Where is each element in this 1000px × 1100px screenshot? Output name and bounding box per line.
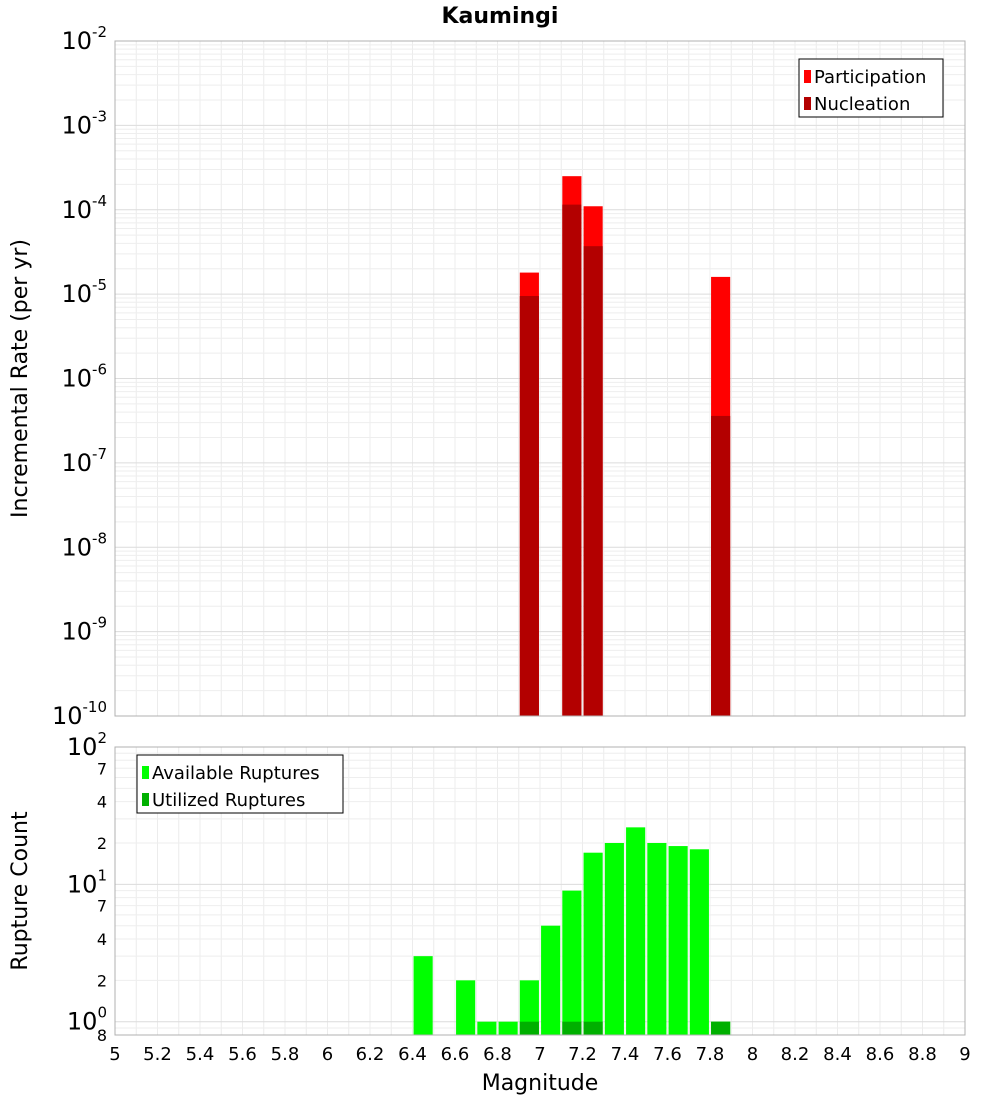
- x-tick-label: 9: [959, 1044, 970, 1065]
- y-tick-label: 2: [97, 834, 107, 853]
- x-tick-label: 6.8: [483, 1044, 512, 1065]
- y-gridlines: [115, 746, 965, 1036]
- chart-title: Kaumingi: [442, 4, 559, 29]
- x-tick-label: 5.6: [228, 1044, 257, 1065]
- legend: Available Ruptures Utilized Ruptures: [136, 754, 344, 814]
- bar: [689, 849, 709, 1035]
- x-tick-label: 7.6: [653, 1044, 682, 1065]
- x-tick-label: 6.4: [398, 1044, 427, 1065]
- y-tick-label: 7: [97, 759, 107, 778]
- y-tick-labels: 10-2 10-3 10-4 10-5 10-6 10-7 10-8 10-9 10-10: [52, 23, 107, 730]
- y-tick-label: 10-7: [61, 445, 107, 477]
- x-tick-labels: 5 5.2 5.4 5.6 5.8 6 6.2 6.4 6.6 6.8 7 7.2 7.4 7.6 7.8 8…: [109, 1044, 970, 1065]
- x-tick-label: 8.8: [908, 1044, 937, 1065]
- bar: [626, 827, 646, 1035]
- y-tick-label: 10-6: [61, 361, 107, 393]
- bar: [583, 246, 603, 716]
- y-tick-label: 10-5: [61, 276, 107, 308]
- legend-label: Available Ruptures: [152, 763, 320, 784]
- x-tick-label: 6.2: [356, 1044, 385, 1065]
- y-tick-label: 100: [67, 1004, 107, 1036]
- y-tick-label: 10-4: [61, 192, 107, 224]
- x-tick-label: 8.6: [866, 1044, 895, 1065]
- bar: [456, 980, 476, 1035]
- y-tick-label: 101: [67, 866, 107, 898]
- plot-frame: [114, 746, 966, 1036]
- y-tick-label: 7: [97, 897, 107, 916]
- x-tick-label: 7.4: [611, 1044, 640, 1065]
- series-available-ruptures: [413, 827, 731, 1035]
- legend-label: Nucleation: [814, 94, 910, 115]
- bar: [604, 843, 624, 1035]
- x-tick-label: 7.8: [696, 1044, 725, 1065]
- x-tick-label: 5.4: [186, 1044, 215, 1065]
- y-tick-label: 4: [97, 930, 107, 949]
- bar: [562, 890, 582, 1035]
- y-tick-label: 10-2: [61, 23, 107, 55]
- series-nucleation: [519, 204, 731, 717]
- bar: [519, 1021, 539, 1035]
- x-axis-title: Magnitude: [482, 1071, 599, 1096]
- bar: [413, 956, 433, 1035]
- bar: [562, 204, 582, 717]
- y-tick-label: 10-8: [61, 529, 107, 561]
- bar: [562, 1021, 582, 1035]
- y-tick-label: 102: [67, 729, 107, 761]
- x-tick-label: 8: [747, 1044, 758, 1065]
- legend-label: Utilized Ruptures: [152, 790, 305, 811]
- bar: [541, 925, 561, 1035]
- legend-box: [136, 754, 344, 814]
- y-tick-label: 10-10: [52, 698, 107, 730]
- x-tick-label: 7: [534, 1044, 545, 1065]
- bar: [583, 852, 603, 1035]
- legend-label: Participation: [814, 67, 926, 88]
- x-tick-label: 5: [109, 1044, 120, 1065]
- legend-box: [798, 58, 944, 118]
- rate-panel: 10-2 10-3 10-4 10-5 10-6 10-7 10-8 10-9 10-10 Inc…: [8, 23, 966, 730]
- bar: [647, 843, 667, 1035]
- y-axis-title: Incremental Rate (per yr): [8, 239, 33, 518]
- bar: [498, 1021, 518, 1035]
- bar: [711, 415, 731, 716]
- x-tick-label: 8.4: [823, 1044, 852, 1065]
- y-tick-label: 4: [97, 793, 107, 812]
- x-tick-label: 6.6: [441, 1044, 470, 1065]
- legend-swatch: [804, 97, 811, 110]
- x-tick-label: 5.2: [143, 1044, 172, 1065]
- x-tick-label: 7.2: [568, 1044, 597, 1065]
- bar: [583, 1021, 603, 1035]
- legend-swatch: [804, 70, 811, 83]
- legend: Participation Nucleation: [798, 58, 944, 118]
- legend-swatch: [142, 793, 149, 806]
- y-tick-label: 10-3: [61, 107, 107, 139]
- y-axis-title: Rupture Count: [8, 811, 33, 971]
- x-tick-label: 8.2: [781, 1044, 810, 1065]
- y-tick-label: 10-9: [61, 614, 107, 646]
- bar: [711, 1021, 731, 1035]
- bar: [519, 980, 539, 1035]
- y-tick-label: 8: [97, 1026, 107, 1045]
- y-tick-label: 2: [97, 971, 107, 990]
- series-utilized-ruptures: [519, 1021, 731, 1035]
- plot-frame: [114, 40, 966, 717]
- legend-swatch: [142, 766, 149, 779]
- x-tick-label: 5.8: [271, 1044, 300, 1065]
- bar: [668, 846, 688, 1035]
- bar: [519, 296, 539, 716]
- bar: [477, 1021, 497, 1035]
- x-tick-label: 6: [322, 1044, 333, 1065]
